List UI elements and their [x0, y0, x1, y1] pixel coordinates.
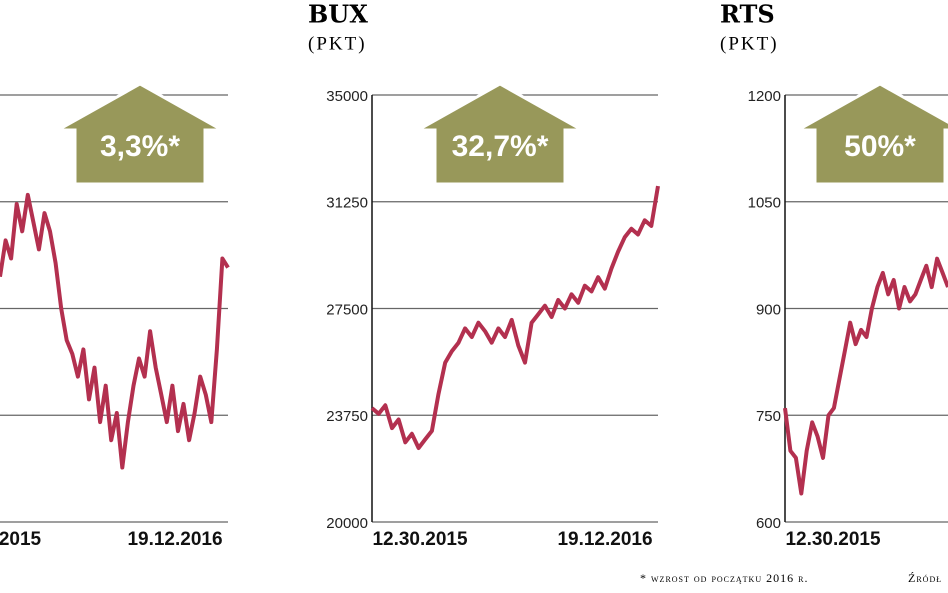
y-tick-label: 20000	[326, 515, 368, 532]
x-tick-label: 19.12.2016	[127, 529, 222, 550]
chart-title: RTS	[720, 0, 775, 29]
badge-arrow	[792, 82, 948, 186]
chart-panel: 2015 19.12.2016 3,3%*	[0, 82, 230, 550]
price-line	[370, 185, 660, 450]
badge-arrow	[52, 82, 228, 186]
chart-subtitle: (PKT)	[720, 33, 779, 54]
chart-panel: 20000 23750 27500 31250 35000 12.30.2015 19.12…	[308, 0, 660, 550]
price-line	[0, 192, 230, 470]
y-tick-label: 23750	[326, 408, 368, 425]
badge-label: 32,7%*	[452, 130, 549, 163]
chart-title: BUX	[308, 0, 368, 29]
y-tick-label: 35000	[326, 88, 368, 105]
y-tick-label: 1200	[748, 88, 781, 105]
x-tick-label: 12.30.2015	[372, 529, 468, 550]
footnote: * wzrost od początku 2016 r.	[640, 571, 808, 585]
chart-subtitle: (PKT)	[308, 33, 367, 54]
badge-label: 50%*	[844, 130, 916, 163]
y-tick-label: 600	[756, 515, 781, 532]
x-tick-label: 19.12.2016	[557, 529, 652, 550]
y-tick-label: 750	[756, 408, 781, 425]
x-tick-label: 12.30.2015	[785, 529, 881, 550]
y-tick-label: 27500	[326, 301, 368, 318]
x-tick-label: 2015	[0, 529, 42, 550]
source: Źródł	[908, 571, 942, 585]
chart-panel: 600 750 900 1050 1200 12.30.2015 RTS (PKT) 50%*	[720, 0, 948, 550]
price-line	[783, 256, 948, 496]
badge-label: 3,3%*	[100, 130, 180, 163]
y-tick-label: 900	[756, 301, 781, 318]
y-tick-label: 1050	[748, 195, 781, 212]
y-tick-label: 31250	[326, 195, 368, 212]
badge-arrow	[412, 82, 588, 186]
